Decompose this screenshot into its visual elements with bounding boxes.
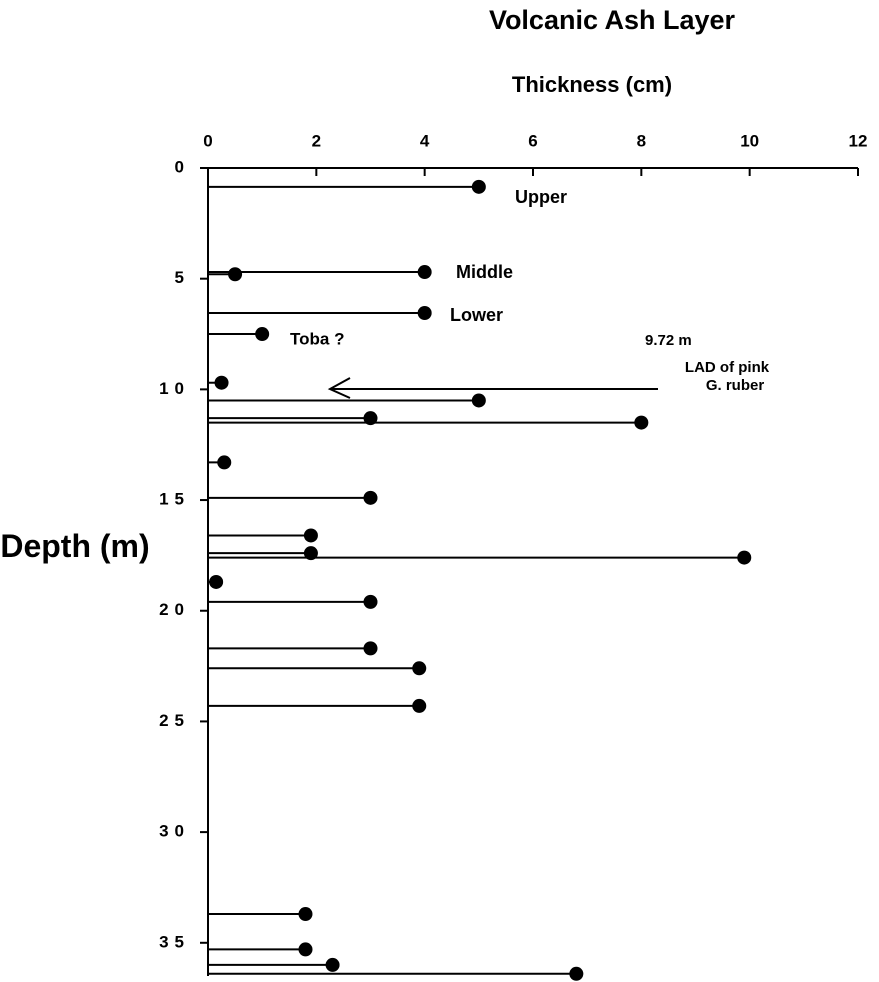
point: [303, 528, 318, 543]
y-axis-label: Depth (m): [0, 528, 150, 564]
annotation: G. ruber: [706, 377, 765, 394]
point: [298, 907, 313, 922]
chart-title: Volcanic Ash Layer: [489, 5, 736, 35]
point: [471, 179, 486, 194]
x-tick-label: 4: [420, 131, 430, 150]
point: [255, 327, 270, 342]
x-tick-label: 12: [849, 131, 868, 150]
point: [417, 265, 432, 280]
arrow: [327, 377, 658, 399]
x-tick-label: 0: [203, 131, 212, 150]
x-tick-label: 10: [740, 131, 759, 150]
point: [363, 641, 378, 656]
annotation: 9.72 m: [645, 332, 692, 349]
point: [214, 375, 229, 390]
point: [569, 966, 584, 981]
point: [634, 415, 649, 430]
y-tick-label: 25: [159, 711, 190, 730]
point: [363, 490, 378, 505]
y-tick-label: 20: [159, 600, 190, 619]
annotation: Toba ?: [290, 329, 344, 348]
y-tick-label: 10: [159, 379, 190, 398]
point: [363, 594, 378, 609]
x-tick-label: 2: [312, 131, 321, 150]
y-tick-label: 5: [175, 268, 190, 287]
point: [217, 455, 232, 470]
x-tick-label: 6: [528, 131, 537, 150]
annotation: LAD of pink: [685, 359, 770, 376]
y-tick-label: 15: [159, 490, 190, 509]
point: [417, 305, 432, 320]
point: [737, 550, 752, 565]
annotation: Lower: [450, 305, 503, 325]
annotation: Middle: [456, 262, 513, 282]
y-tick-label: 30: [159, 822, 190, 841]
point: [471, 393, 486, 408]
point: [298, 942, 313, 957]
annotation: Upper: [515, 187, 567, 207]
point: [209, 574, 224, 589]
point: [325, 957, 340, 972]
point: [412, 698, 427, 713]
x-axis-label: Thickness (cm): [512, 72, 672, 97]
point: [412, 661, 427, 676]
point: [228, 267, 243, 282]
x-tick-label: 8: [637, 131, 646, 150]
y-tick-label: 0: [175, 157, 190, 176]
y-tick-label: 35: [159, 932, 190, 951]
